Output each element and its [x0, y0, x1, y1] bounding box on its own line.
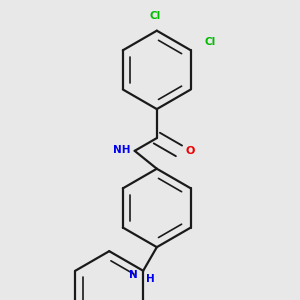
Text: H: H — [146, 274, 155, 284]
Text: Cl: Cl — [149, 11, 161, 21]
Text: N: N — [129, 270, 138, 280]
Text: O: O — [185, 146, 195, 156]
Text: Cl: Cl — [205, 37, 216, 47]
Text: NH: NH — [113, 145, 130, 155]
